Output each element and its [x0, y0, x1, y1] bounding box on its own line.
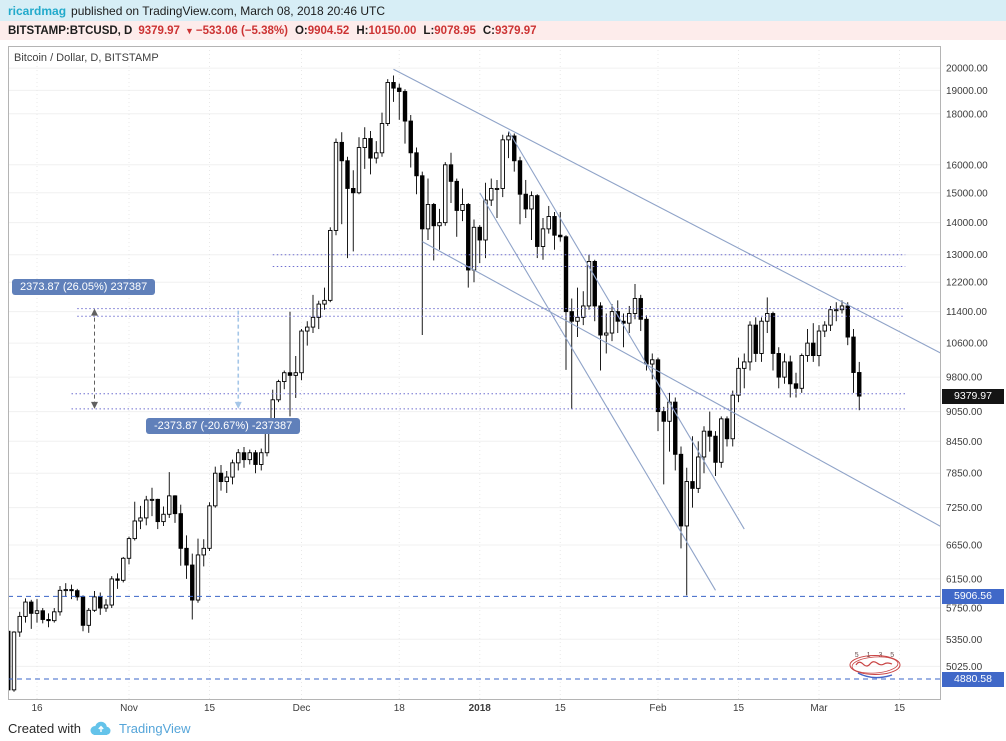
watermark-stamp-icon [849, 655, 901, 679]
svg-text:15: 15 [555, 703, 567, 714]
svg-text:18: 18 [394, 703, 406, 714]
current-price-badge: 9379.97 [942, 388, 1004, 404]
low-label: L: [423, 24, 435, 37]
high-group: H:10150.00 [356, 25, 416, 37]
svg-text:19000.00: 19000.00 [946, 86, 988, 97]
svg-text:18000.00: 18000.00 [946, 109, 988, 120]
open-label: O: [294, 24, 308, 37]
publish-text: published on TradingView.com, March 08, … [71, 3, 385, 18]
time-axis-labels: 16 Nov 15 Dec 18 2018 15 Feb 15 Mar 15 [31, 703, 905, 714]
svg-text:15: 15 [733, 703, 745, 714]
svg-text:8450.00: 8450.00 [946, 437, 983, 448]
created-with-text: Created with [8, 720, 81, 736]
high-label: H: [356, 24, 369, 37]
svg-text:5350.00: 5350.00 [946, 635, 983, 646]
svg-text:6650.00: 6650.00 [946, 541, 983, 552]
close-label: C: [482, 24, 495, 37]
tradingview-link[interactable]: TradingView [118, 720, 191, 736]
svg-text:14000.00: 14000.00 [946, 218, 988, 229]
chart-area: 20000.00 19000.00 18000.00 16000.00 15000.00… [0, 40, 1006, 715]
svg-text:12200.00: 12200.00 [946, 278, 988, 289]
svg-text:16: 16 [31, 703, 43, 714]
svg-text:5025.00: 5025.00 [946, 662, 983, 673]
svg-text:11400.00: 11400.00 [946, 307, 987, 318]
drawings-layer [8, 68, 941, 680]
svg-text:9800.00: 9800.00 [946, 373, 983, 384]
svg-text:9050.00: 9050.00 [946, 407, 983, 418]
svg-text:15: 15 [204, 703, 216, 714]
svg-text:7250.00: 7250.00 [946, 503, 983, 514]
price-axis-labels: 20000.00 19000.00 18000.00 16000.00 15000.00… [946, 64, 988, 673]
svg-text:Nov: Nov [120, 703, 138, 714]
open-group: O:9904.52 [295, 25, 349, 37]
range-label-down: -2373.87 (-20.67%) -237387 [146, 418, 301, 434]
high-value: 10150.00 [368, 24, 417, 37]
open-value: 9904.52 [307, 24, 350, 37]
tradingview-cloud-icon [88, 721, 112, 736]
last-price: 9379.97 [138, 24, 180, 37]
svg-text:13000.00: 13000.00 [946, 250, 988, 261]
svg-text:2018: 2018 [469, 703, 492, 714]
svg-text:7850.00: 7850.00 [946, 469, 983, 480]
svg-text:10600.00: 10600.00 [946, 339, 988, 350]
author-link[interactable]: ricardmag [8, 3, 67, 18]
svg-text:15000.00: 15000.00 [946, 188, 988, 199]
symbol-name: BITSTAMP:BTCUSD, D [8, 24, 133, 37]
svg-text:Dec: Dec [293, 703, 311, 714]
svg-text:Mar: Mar [810, 703, 828, 714]
candlestick-chart: 20000.00 19000.00 18000.00 16000.00 15000.00… [8, 46, 988, 714]
author-watermark: 5 1 3 5 [846, 652, 906, 692]
low-group: L:9078.95 [423, 25, 475, 37]
publish-bar: ricardmag published on TradingView.com, … [0, 0, 1006, 21]
level-price-badge-4880: 4880.58 [942, 671, 1004, 687]
low-value: 9078.95 [434, 24, 476, 37]
candles-layer [8, 75, 862, 700]
price-change: −533.06 (−5.38%) [195, 24, 288, 37]
footer: Created with TradingView [0, 715, 1006, 741]
down-triangle-icon: ▼ [184, 25, 194, 36]
svg-text:Feb: Feb [649, 703, 667, 714]
chart-symbol-label: Bitcoin / Dollar, D, BITSTAMP [14, 52, 159, 64]
svg-text:20000.00: 20000.00 [946, 64, 988, 75]
close-value: 9379.97 [495, 24, 537, 37]
svg-text:6150.00: 6150.00 [946, 574, 983, 585]
svg-text:16000.00: 16000.00 [946, 160, 988, 171]
svg-text:15: 15 [894, 703, 906, 714]
svg-text:5750.00: 5750.00 [946, 604, 983, 615]
ohlc-bar: BITSTAMP:BTCUSD, D 9379.97 ▼ −533.06 (−5… [0, 21, 1006, 40]
grid-vertical [36, 46, 900, 700]
range-label-up: 2373.87 (26.05%) 237387 [12, 279, 156, 295]
close-group: C:9379.97 [483, 25, 537, 37]
level-price-badge-5906: 5906.56 [942, 588, 1004, 604]
